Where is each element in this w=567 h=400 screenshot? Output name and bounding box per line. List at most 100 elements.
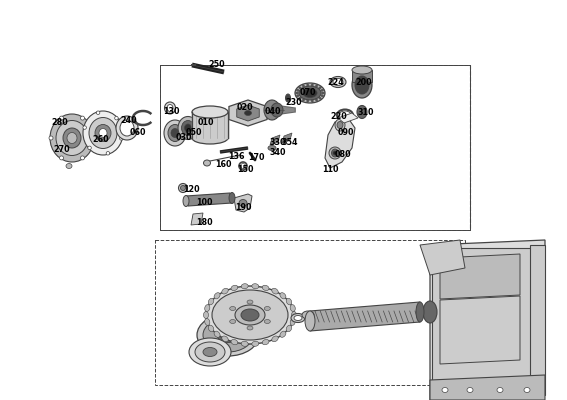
Bar (530, 245, 545, 395)
Ellipse shape (99, 128, 107, 138)
Ellipse shape (222, 336, 228, 342)
Ellipse shape (214, 293, 220, 299)
Ellipse shape (167, 104, 173, 112)
Ellipse shape (91, 136, 95, 140)
Ellipse shape (330, 76, 346, 88)
Ellipse shape (272, 336, 278, 342)
Ellipse shape (321, 92, 324, 94)
Ellipse shape (280, 293, 286, 299)
Ellipse shape (467, 388, 473, 392)
Ellipse shape (241, 309, 259, 321)
Text: 100: 100 (196, 198, 213, 207)
Ellipse shape (67, 132, 77, 144)
Text: 160: 160 (215, 160, 231, 169)
Text: 180: 180 (196, 218, 213, 227)
Text: 150: 150 (237, 165, 253, 174)
Ellipse shape (60, 156, 64, 160)
Ellipse shape (183, 196, 189, 206)
Ellipse shape (106, 152, 109, 155)
Ellipse shape (120, 137, 123, 140)
Text: 280: 280 (51, 118, 67, 127)
Ellipse shape (81, 116, 84, 120)
Ellipse shape (120, 120, 134, 136)
Ellipse shape (81, 156, 84, 160)
Polygon shape (352, 70, 372, 82)
Ellipse shape (262, 340, 269, 345)
Ellipse shape (83, 111, 123, 155)
Ellipse shape (178, 116, 198, 140)
Text: 020: 020 (237, 103, 253, 112)
Ellipse shape (88, 146, 91, 150)
Ellipse shape (214, 331, 220, 337)
Polygon shape (186, 193, 232, 206)
Ellipse shape (247, 300, 253, 304)
Polygon shape (430, 240, 545, 400)
Ellipse shape (184, 124, 192, 132)
Ellipse shape (164, 102, 176, 114)
Ellipse shape (315, 85, 318, 88)
Polygon shape (420, 240, 465, 275)
Ellipse shape (205, 305, 210, 312)
Ellipse shape (168, 124, 182, 142)
Ellipse shape (181, 120, 194, 136)
Ellipse shape (297, 89, 299, 91)
Ellipse shape (352, 66, 372, 74)
Ellipse shape (299, 97, 301, 99)
Ellipse shape (192, 106, 228, 118)
Ellipse shape (319, 97, 321, 99)
Ellipse shape (352, 72, 372, 98)
Ellipse shape (295, 92, 298, 94)
Ellipse shape (302, 98, 304, 101)
Ellipse shape (180, 186, 185, 190)
Text: 220: 220 (330, 112, 347, 121)
Text: 260: 260 (92, 135, 109, 144)
Ellipse shape (206, 286, 294, 344)
Text: 170: 170 (248, 153, 264, 162)
Ellipse shape (50, 114, 94, 162)
Ellipse shape (286, 325, 291, 332)
Text: 224: 224 (327, 78, 344, 87)
Ellipse shape (271, 103, 283, 117)
Ellipse shape (294, 316, 302, 320)
Ellipse shape (231, 285, 238, 290)
Ellipse shape (89, 118, 117, 148)
Ellipse shape (272, 288, 278, 294)
Ellipse shape (63, 128, 81, 148)
Ellipse shape (333, 78, 343, 86)
Ellipse shape (222, 288, 228, 294)
Ellipse shape (291, 314, 305, 322)
Ellipse shape (280, 331, 286, 337)
Ellipse shape (524, 388, 530, 392)
Text: 136: 136 (228, 152, 244, 161)
Ellipse shape (311, 99, 314, 102)
Ellipse shape (311, 84, 314, 87)
Ellipse shape (290, 305, 295, 312)
Ellipse shape (171, 128, 179, 138)
Polygon shape (237, 105, 259, 121)
Text: 230: 230 (285, 98, 302, 107)
Polygon shape (234, 194, 252, 212)
Ellipse shape (203, 318, 253, 352)
Text: 354: 354 (282, 138, 298, 147)
Ellipse shape (264, 320, 270, 324)
Ellipse shape (337, 122, 343, 128)
Text: 250: 250 (208, 60, 225, 69)
Ellipse shape (291, 312, 297, 318)
Ellipse shape (244, 110, 252, 116)
Ellipse shape (241, 341, 248, 346)
Text: 040: 040 (265, 107, 281, 116)
Ellipse shape (315, 98, 318, 101)
Text: 030: 030 (176, 133, 193, 142)
Text: 310: 310 (358, 108, 374, 117)
Text: 130: 130 (163, 107, 180, 116)
Ellipse shape (252, 284, 259, 289)
Ellipse shape (303, 88, 317, 98)
Ellipse shape (49, 136, 53, 140)
Polygon shape (440, 254, 520, 299)
Polygon shape (325, 118, 355, 168)
Ellipse shape (333, 151, 337, 155)
Bar (160, 65, 470, 230)
Ellipse shape (230, 306, 236, 310)
Text: 190: 190 (235, 203, 252, 212)
Ellipse shape (319, 87, 321, 89)
